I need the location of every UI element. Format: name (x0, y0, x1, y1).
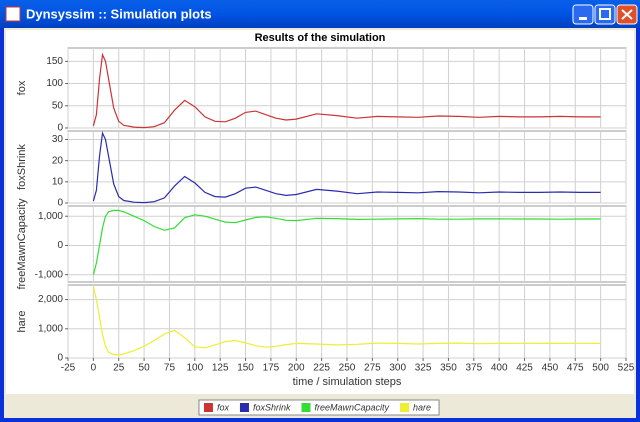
y-tick-label: 150 (46, 56, 63, 67)
x-tick-label: 100 (186, 363, 203, 374)
y-tick-label: 100 (46, 78, 63, 89)
minimize-icon (579, 17, 587, 20)
x-tick-label: 150 (237, 363, 254, 374)
window-title: Dynsyssim :: Simulation plots (26, 6, 212, 21)
x-tick-label: 125 (212, 363, 229, 374)
y-tick-label: -1,000 (35, 269, 64, 280)
y-tick-label: 50 (52, 100, 64, 111)
y-tick-label: 30 (52, 134, 64, 145)
series-line (92, 286, 601, 356)
legend: fox foxShrink freeMawnCapacity hare (198, 399, 440, 416)
x-tick-label: 350 (440, 363, 457, 374)
series-line (92, 52, 601, 129)
legend-swatch (301, 403, 311, 412)
x-tick-label: 300 (389, 363, 406, 374)
x-tick-label: 525 (618, 363, 635, 374)
maximize-icon (599, 8, 611, 20)
legend-swatch (400, 403, 410, 412)
series-line (92, 130, 601, 204)
y-tick-label: 10 (52, 176, 64, 187)
x-tick-label: 250 (339, 363, 356, 374)
legend-swatch (203, 403, 213, 412)
y-axis-label: hare (16, 310, 28, 332)
x-tick-label: 425 (516, 363, 533, 374)
x-tick-label: 75 (164, 363, 176, 374)
x-tick-label: 400 (491, 363, 508, 374)
y-tick-label: 0 (57, 240, 63, 251)
y-axis-label: freeMawnCapacity (16, 198, 28, 290)
legend-label: fox (217, 402, 230, 412)
y-tick-label: 1,000 (38, 323, 63, 334)
x-tick-label: 50 (139, 363, 151, 374)
y-axis-label: fox (16, 80, 28, 95)
legend-label: freeMawnCapacity (315, 402, 390, 412)
x-tick-label: 500 (592, 363, 609, 374)
x-tick-label: 450 (542, 363, 559, 374)
x-tick-label: 175 (263, 363, 280, 374)
minimize-button[interactable] (572, 4, 594, 25)
x-axis-label: time / simulation steps (293, 376, 402, 388)
x-tick-label: 325 (415, 363, 432, 374)
title-bar (0, 0, 640, 28)
close-icon (621, 9, 633, 20)
y-tick-label: 20 (52, 155, 64, 166)
y-tick-label: 0 (57, 198, 63, 209)
x-tick-label: 275 (364, 363, 381, 374)
legend-label: foxShrink (253, 402, 291, 412)
x-tick-label: 475 (567, 363, 584, 374)
y-tick-label: 0 (57, 123, 63, 134)
x-tick-label: 0 (91, 363, 97, 374)
legend-swatch (239, 403, 249, 412)
x-tick-label: 200 (288, 363, 305, 374)
y-tick-label: 0 (57, 353, 63, 364)
x-tick-label: 375 (465, 363, 482, 374)
x-tick-label: 225 (313, 363, 330, 374)
chart-title: Results of the simulation (255, 32, 386, 44)
y-tick-label: 2,000 (38, 294, 63, 305)
x-tick-label: 25 (113, 363, 125, 374)
series-line (92, 209, 601, 275)
x-tick-label: -25 (61, 363, 76, 374)
legend-box (198, 399, 440, 416)
legend-label: hare (413, 402, 431, 412)
app-icon (5, 6, 21, 22)
y-axis-label: foxShrink (16, 144, 28, 190)
maximize-button[interactable] (594, 4, 616, 25)
y-tick-label: 1,000 (38, 211, 63, 222)
